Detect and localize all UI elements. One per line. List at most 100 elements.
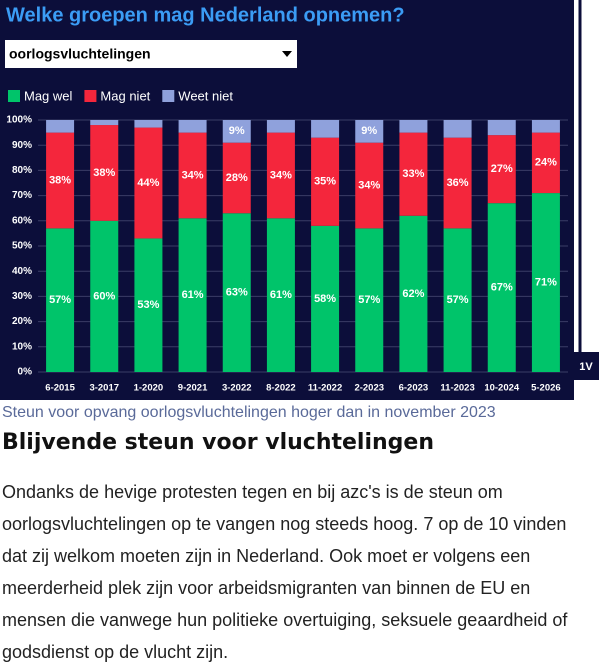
- body-text: Ondanks de hevige protesten tegen en bij…: [2, 482, 568, 662]
- data-label: 33%: [402, 168, 424, 180]
- bar-segment: [178, 120, 207, 133]
- data-label: 24%: [535, 157, 557, 169]
- bar-segment: [443, 120, 472, 138]
- legend-label: Mag wel: [24, 88, 73, 103]
- y-tick-label: 20%: [12, 316, 32, 327]
- legend-label: Mag niet: [100, 88, 150, 103]
- y-tick-label: 0%: [18, 367, 33, 378]
- data-label: 38%: [49, 174, 71, 186]
- data-label: 9%: [361, 125, 377, 137]
- data-label: 61%: [270, 289, 292, 301]
- bar-segment: [90, 220, 119, 372]
- legend-swatch: [162, 90, 175, 102]
- data-label: 57%: [447, 294, 469, 306]
- chart: Welke groepen mag Nederland opnemen? oor…: [0, 0, 599, 400]
- data-label: 63%: [226, 287, 248, 299]
- bar-segment: [531, 193, 560, 372]
- x-tick-label: 2-2023: [354, 383, 384, 394]
- bar-segment: [90, 125, 119, 221]
- bar-segment: [311, 120, 340, 138]
- bar-segment: [46, 132, 75, 229]
- bar-segment: [531, 132, 560, 194]
- y-tick-label: 50%: [12, 241, 32, 252]
- bar-segment: [134, 127, 163, 239]
- y-tick-label: 80%: [12, 165, 32, 176]
- bar-segment: [399, 132, 428, 216]
- bar-segment: [266, 132, 295, 219]
- bar-segment: [266, 218, 295, 372]
- logo-box: [573, 352, 599, 380]
- x-tick-label: 3-2017: [89, 383, 119, 394]
- data-label: 62%: [402, 288, 424, 300]
- bar-segment: [399, 120, 428, 133]
- data-label: 57%: [49, 294, 71, 306]
- data-label: 27%: [491, 163, 513, 175]
- bar-segment: [266, 120, 295, 133]
- bar-segment: [443, 137, 472, 229]
- bar-segment: [90, 120, 119, 126]
- bar-segment: [487, 120, 516, 136]
- logo: 1V: [579, 361, 593, 373]
- x-tick-label: 11-2023: [440, 383, 474, 394]
- bar-segment: [399, 215, 428, 372]
- x-tick-label: 5-2026: [531, 383, 561, 394]
- data-label: 60%: [93, 290, 115, 302]
- data-label: 71%: [535, 276, 557, 288]
- dropdown[interactable]: [5, 40, 297, 68]
- data-label: 36%: [447, 177, 469, 189]
- data-label: 58%: [314, 293, 336, 305]
- bar-segment: [355, 120, 384, 143]
- x-tick-label: 10-2024: [484, 383, 520, 394]
- bar-segment: [311, 137, 340, 226]
- bar-segment: [134, 238, 163, 372]
- data-label: 38%: [93, 167, 115, 179]
- y-tick-label: 40%: [12, 266, 32, 277]
- y-tick-label: 30%: [12, 291, 32, 302]
- dropdown-arrow: [282, 51, 292, 57]
- x-tick-label: 6-2015: [45, 383, 75, 394]
- y-tick-label: 10%: [12, 341, 32, 352]
- x-tick-label: 11-2022: [308, 383, 342, 394]
- legend-label: Weet niet: [178, 88, 233, 103]
- data-label: 67%: [491, 281, 513, 293]
- bar-segment: [134, 120, 163, 128]
- bar-segment: [222, 120, 251, 143]
- bar-segment: [355, 142, 384, 229]
- bar-segment: [222, 213, 251, 372]
- x-tick-label: 1-2020: [134, 383, 164, 394]
- data-label: 28%: [226, 172, 248, 184]
- bar-segment: [443, 228, 472, 372]
- x-tick-label: 3-2022: [222, 383, 252, 394]
- data-label: 57%: [358, 294, 380, 306]
- dropdown-value: oorlogsvluchtelingen: [9, 46, 151, 62]
- data-label: 61%: [182, 289, 204, 301]
- bar-segment: [46, 228, 75, 372]
- data-label: 44%: [137, 177, 159, 189]
- bar-segment: [487, 135, 516, 204]
- data-label: 34%: [270, 169, 292, 181]
- bar-segment: [355, 228, 384, 372]
- heading: Blijvende steun voor vluchtelingen: [2, 430, 434, 455]
- y-tick-label: 70%: [12, 190, 32, 201]
- x-tick-label: 9-2021: [178, 383, 208, 394]
- legend-swatch: [8, 90, 20, 102]
- caption: Steun voor opvang oorlogsvluchtelingen h…: [2, 404, 496, 421]
- data-label: 53%: [137, 299, 159, 311]
- bar-segment: [487, 203, 516, 372]
- data-label: 9%: [229, 125, 245, 137]
- x-tick-label: 6-2023: [399, 383, 429, 394]
- bar-segment: [311, 225, 340, 372]
- x-tick-label: 8-2022: [266, 383, 296, 394]
- data-label: 35%: [314, 176, 336, 188]
- y-tick-label: 100%: [6, 115, 32, 126]
- legend-swatch: [84, 90, 97, 102]
- bar-segment: [222, 142, 251, 214]
- bar-segment: [178, 218, 207, 372]
- bar-segment: [531, 120, 560, 133]
- chart-title: Welke groepen mag Nederland opnemen?: [6, 4, 405, 26]
- y-tick-label: 90%: [12, 140, 32, 151]
- bar-segment: [178, 132, 207, 219]
- bar-segment: [46, 120, 75, 133]
- data-label: 34%: [358, 179, 380, 191]
